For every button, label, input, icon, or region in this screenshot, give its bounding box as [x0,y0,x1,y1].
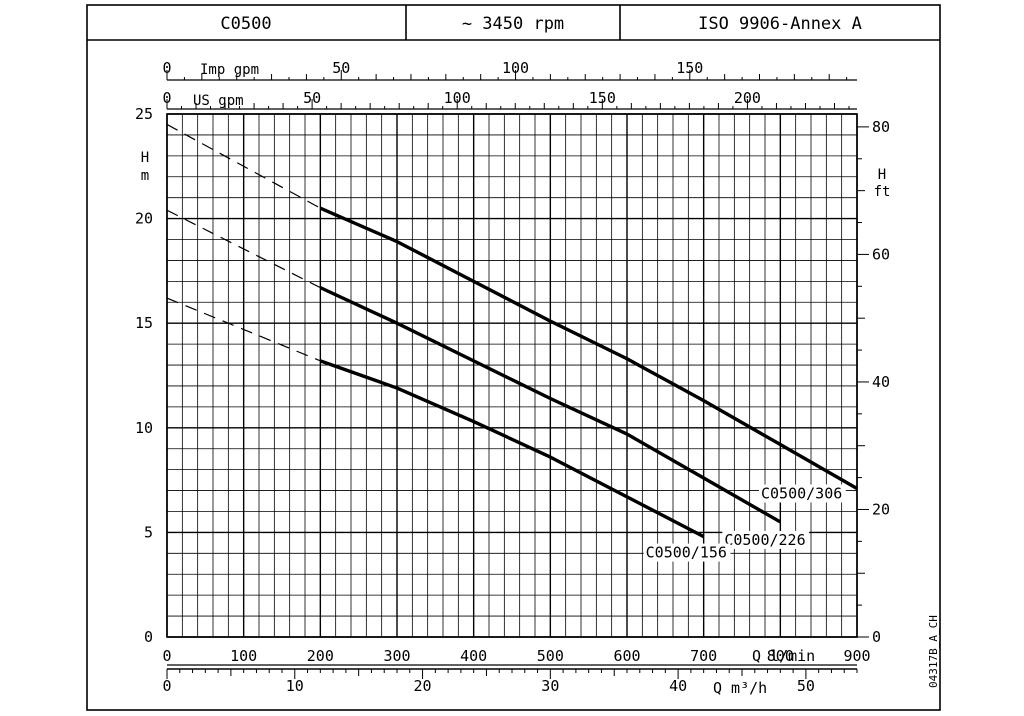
y-ft-tick-label: 60 [872,245,890,263]
series-label: C0500/226 [724,531,805,549]
y-tick-label: 0 [144,628,153,646]
header-model: C0500 [220,14,271,34]
y-tick-label: 10 [135,419,153,437]
q-lmin-label: Q l/min [752,647,815,665]
x-tick-label: 600 [613,647,640,665]
imp-gpm-label: Imp gpm [200,62,259,78]
series-line [319,286,782,524]
x-m3h-tick-label: 50 [797,677,815,695]
series-line [319,359,705,539]
y-ft-tick-label: 80 [872,118,890,136]
x-usgpm-tick-label: 0 [162,89,171,107]
y-ft-tick-label: 40 [872,373,890,391]
x-tick-label: 200 [307,647,334,665]
plot-border [166,113,858,638]
h-m-label-m: m [141,168,149,184]
x-m3h-tick-label: 40 [669,677,687,695]
series-label-bg [722,530,810,549]
x-impgpm-tick-label: 100 [502,59,529,77]
y-tick-label: 15 [135,314,153,332]
x-tick-label: 400 [460,647,487,665]
series-dashed-extension [166,123,321,209]
h-m-label-h: H [141,150,149,166]
x-usgpm-tick-label: 150 [589,89,616,107]
x-tick-label: 300 [383,647,410,665]
series-label-bg [643,543,731,562]
x-tick-label: 0 [162,647,171,665]
x-m3h-tick-label: 20 [414,677,432,695]
reference-code: 04317B_A_CH [927,615,940,688]
y-tick-label: 5 [144,523,153,541]
q-m3h-label: Q m³/h [713,679,767,697]
series-label-bg [759,484,846,503]
y-ft-tick-label: 0 [872,628,881,646]
x-tick-label: 900 [843,647,870,665]
us-gpm-label: US gpm [193,93,244,109]
x-usgpm-tick-label: 200 [734,89,761,107]
x-impgpm-tick-label: 50 [332,59,350,77]
series-dashed-extension [166,209,321,289]
x-impgpm-tick-label: 0 [162,59,171,77]
x-m3h-tick-label: 10 [286,677,304,695]
series-label: C0500/156 [646,544,727,562]
grid [166,113,858,638]
outer-frame [86,4,941,711]
x-impgpm-tick-label: 150 [676,59,703,77]
series-label: C0500/306 [761,484,842,502]
x-tick-label: 500 [537,647,564,665]
series-dashed-extension [166,297,321,362]
x-usgpm-tick-label: 100 [444,89,471,107]
x-tick-label: 100 [230,647,257,665]
x-usgpm-tick-label: 50 [303,89,321,107]
h-ft-label-ft: ft [874,184,891,200]
h-ft-label-h: H [878,167,886,183]
header-speed: ~ 3450 rpm [462,14,564,34]
y-tick-label: 25 [135,105,153,123]
x-m3h-tick-label: 0 [162,677,171,695]
series-line [319,206,858,490]
y-tick-label: 20 [135,210,153,228]
x-tick-label: 800 [767,647,794,665]
y-ft-tick-label: 20 [872,500,890,518]
x-tick-label: 700 [690,647,717,665]
header-standard: ISO 9906-Annex A [698,14,862,34]
x-m3h-tick-label: 30 [541,677,559,695]
